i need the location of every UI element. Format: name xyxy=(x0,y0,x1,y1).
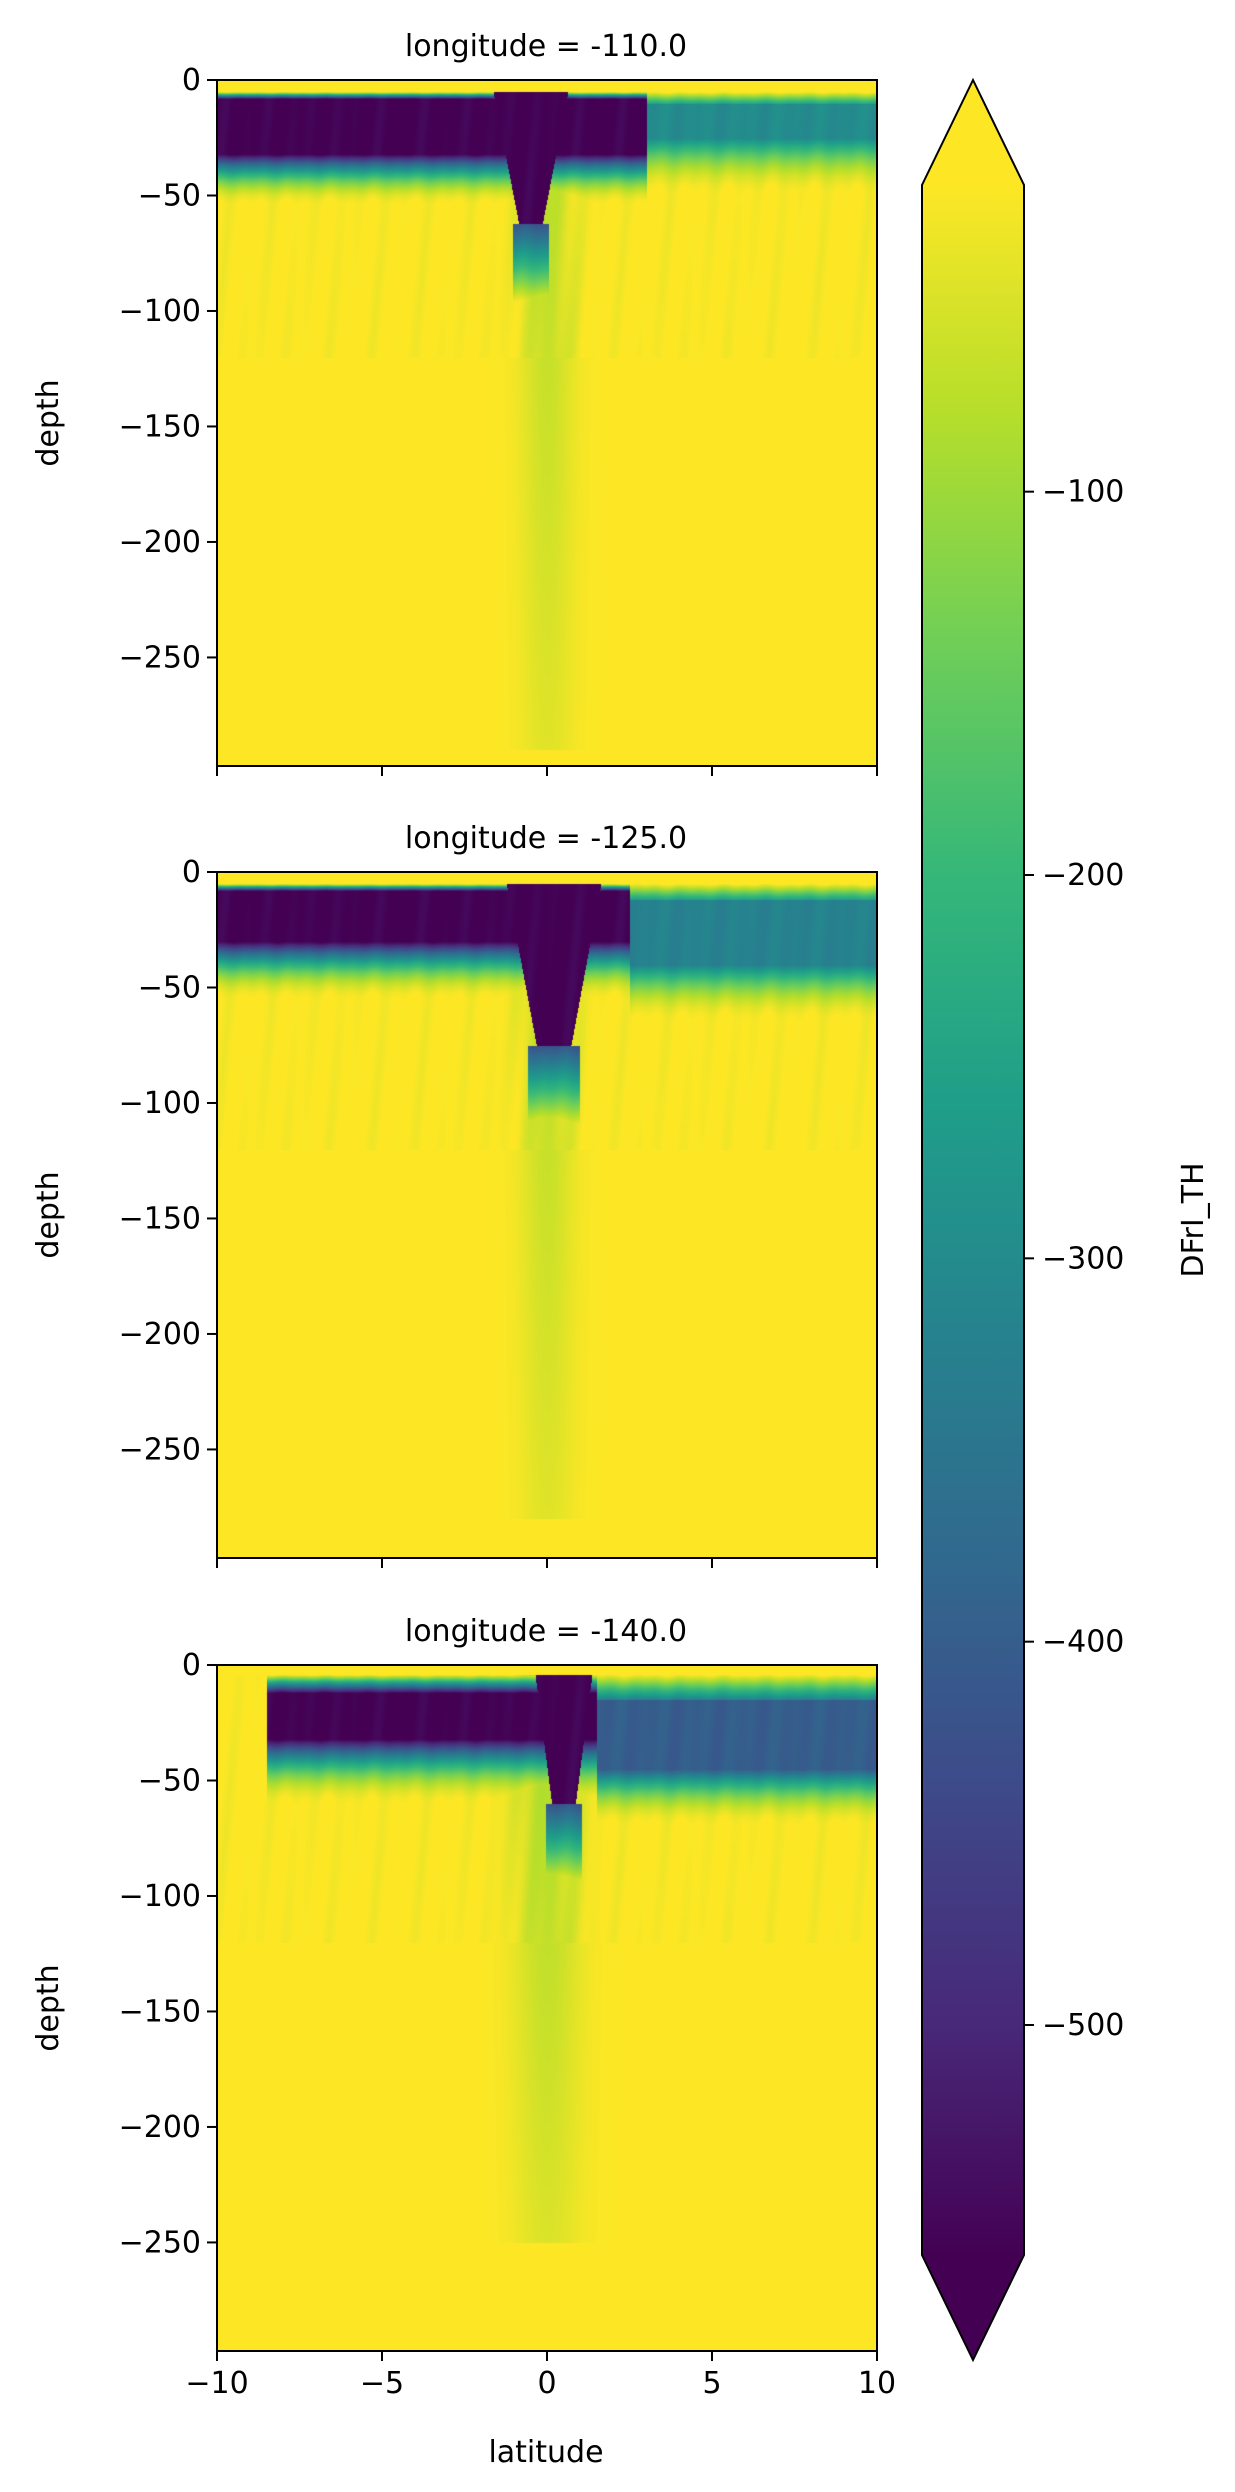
y-tick-label: 0 xyxy=(182,63,201,98)
x-axis xyxy=(216,1558,878,1568)
x-tick-label: 10 xyxy=(858,2366,896,2401)
panel-title: longitude = -140.0 xyxy=(405,1614,687,1649)
y-tick-label: −150 xyxy=(119,1201,201,1236)
x-axis-label: latitude xyxy=(488,2435,603,2470)
colorbar-tick-label: −200 xyxy=(1042,858,1124,893)
y-tick-label: −200 xyxy=(119,2110,201,2145)
y-tick-label: 0 xyxy=(182,855,201,890)
y-axis-label: depth xyxy=(31,1171,66,1258)
y-tick-label: −50 xyxy=(138,178,201,213)
heatmap-canvas xyxy=(217,872,877,1558)
y-tick-label: −100 xyxy=(119,1086,201,1121)
colorbar-tick-label: −300 xyxy=(1042,1241,1124,1276)
colorbar-tick-label: −400 xyxy=(1042,1625,1124,1660)
y-tick-label: −100 xyxy=(119,1879,201,1914)
colorbar-extend-min xyxy=(922,2255,1024,2360)
heatmap-area xyxy=(217,80,877,766)
y-tick-label: −250 xyxy=(119,640,201,675)
panel-3: longitude = -140.0 0−50−100−150−200−250 … xyxy=(31,1614,896,2470)
heatmap-area xyxy=(217,872,877,1558)
x-axis: −10 −5 0 5 10 xyxy=(185,2351,896,2401)
y-tick-label: −150 xyxy=(119,1994,201,2029)
panel-2: longitude = -125.0 0−50−100−150−200−250 … xyxy=(31,821,878,1568)
colorbar-body xyxy=(922,185,1024,2255)
y-tick-label: −250 xyxy=(119,1432,201,1467)
y-axis: 0 −50 −100 −150 −200 −250 xyxy=(119,855,217,1467)
y-tick-label: −100 xyxy=(119,294,201,329)
colorbar-ticks: −100 −200 −300 −400 −500 xyxy=(1024,475,1124,2043)
colorbar-label: DFrI_TH xyxy=(1176,1162,1211,1277)
x-axis xyxy=(216,766,878,776)
y-tick-label: −50 xyxy=(138,1763,201,1798)
heatmap-canvas xyxy=(217,80,877,766)
colorbar-tick-label: −100 xyxy=(1042,475,1124,510)
colorbar-outline xyxy=(921,77,1025,2363)
y-tick-label: −200 xyxy=(119,1317,201,1352)
y-axis: 0 −50 −100 −150 −200 −250 xyxy=(119,63,217,675)
x-tick-label: 5 xyxy=(702,2366,721,2401)
y-tick-label: −200 xyxy=(119,525,201,560)
y-tick-label: −150 xyxy=(119,409,201,444)
x-tick-label: −10 xyxy=(185,2366,248,2401)
y-tick-label: −50 xyxy=(138,970,201,1005)
panel-title: longitude = -110.0 xyxy=(405,29,687,64)
panel-1: longitude = -110.0 0−50−100−150−200−250 … xyxy=(31,29,878,776)
heatmap-canvas xyxy=(217,1665,877,2351)
x-tick-label: 0 xyxy=(537,2366,556,2401)
colorbar: −100 −200 −300 −400 −500 DFrI_TH xyxy=(921,77,1211,2363)
colorbar-tick-label: −500 xyxy=(1042,2008,1124,2043)
y-axis-label: depth xyxy=(31,379,66,466)
panel-title: longitude = -125.0 xyxy=(405,821,687,856)
colorbar-extend-max xyxy=(922,80,1024,185)
y-axis-label: depth xyxy=(31,1964,66,2051)
y-tick-label: −250 xyxy=(119,2225,201,2260)
x-tick-label: −5 xyxy=(360,2366,404,2401)
y-axis: 0 −50 −100 −150 −200 −250 xyxy=(119,1648,217,2260)
heatmap-area xyxy=(217,1665,877,2351)
y-tick-label: 0 xyxy=(182,1648,201,1683)
